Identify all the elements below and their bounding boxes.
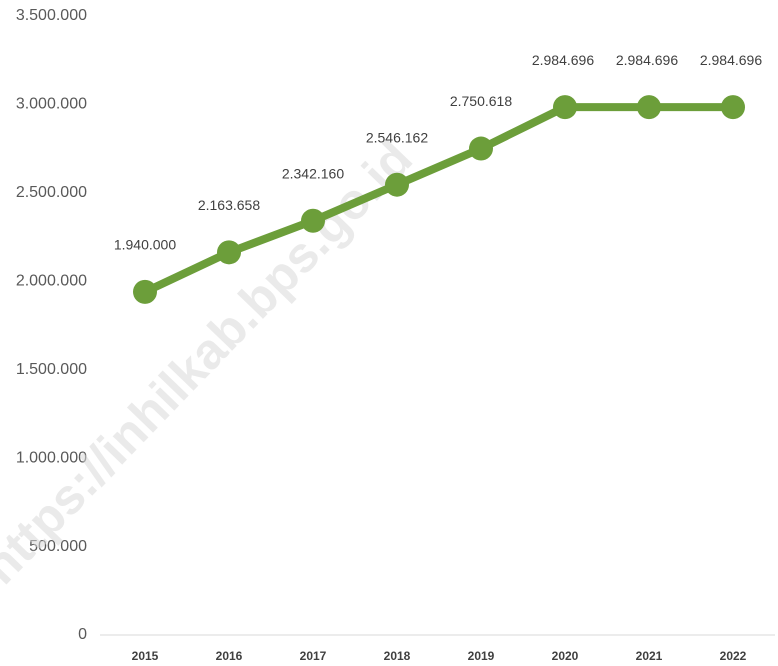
data-point [133, 279, 157, 304]
y-tick-label: 2.000.000 [16, 273, 87, 290]
value-label: 2.342.160 [282, 165, 344, 181]
value-label: 2.750.618 [450, 93, 512, 109]
y-tick-label: 2.500.000 [16, 184, 87, 201]
value-label: 2.984.696 [532, 52, 594, 68]
x-tick-label: 2016 [216, 649, 243, 663]
x-tick-label: 2017 [300, 649, 327, 663]
value-label: 2.984.696 [616, 52, 678, 68]
data-point [637, 95, 661, 120]
data-point [385, 172, 409, 197]
x-tick-label: 2022 [720, 649, 747, 663]
value-label: 2.984.696 [700, 52, 762, 68]
y-tick-label: 500.000 [29, 538, 87, 555]
x-tick-label: 2018 [384, 649, 411, 663]
x-tick-label: 2021 [636, 649, 663, 663]
y-tick-label: 1.000.000 [16, 449, 87, 466]
value-label: 2.546.162 [366, 129, 428, 145]
y-tick-label: 3.500.000 [16, 7, 87, 24]
value-label: 1.940.000 [114, 237, 176, 253]
data-point [217, 240, 241, 265]
x-tick-label: 2015 [132, 649, 159, 663]
x-tick-label: 2019 [468, 649, 495, 663]
data-point [721, 95, 745, 120]
data-point [301, 208, 325, 233]
data-point [469, 136, 493, 161]
y-tick-label: 1.500.000 [16, 361, 87, 378]
x-tick-label: 2020 [552, 649, 579, 663]
data-point [553, 95, 577, 120]
series-line [143, 103, 733, 296]
y-tick-label: 0 [78, 626, 87, 643]
y-tick-label: 3.000.000 [16, 96, 87, 113]
value-label: 2.163.658 [198, 197, 260, 213]
